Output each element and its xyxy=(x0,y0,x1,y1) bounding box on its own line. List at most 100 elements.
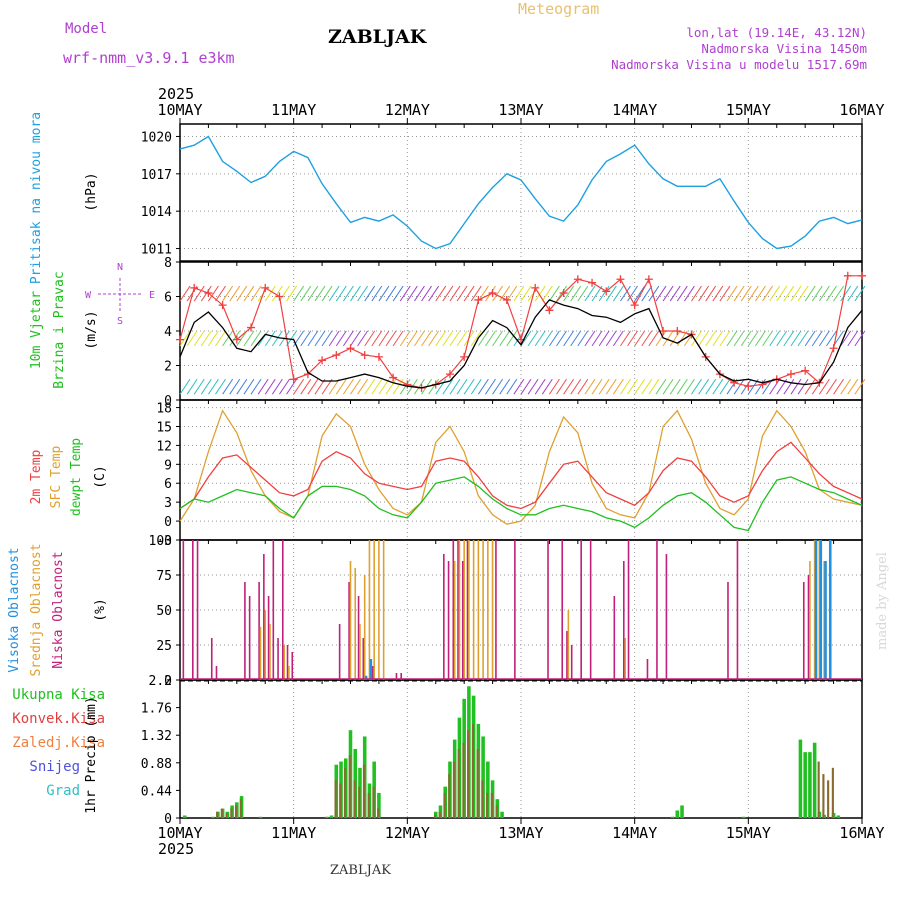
wind-barb xyxy=(854,330,866,347)
wind-barb xyxy=(328,330,340,347)
wind-barb xyxy=(179,285,191,302)
day-label-top: 12MAY xyxy=(385,101,430,119)
y-tick-label: 1020 xyxy=(141,130,172,145)
wind-barb xyxy=(350,285,361,302)
temp2m-title: 2m Temp xyxy=(29,449,44,504)
wind-barb xyxy=(264,378,276,395)
wind-barb xyxy=(840,285,852,302)
wind-barb xyxy=(449,330,461,347)
wind-barb xyxy=(598,285,610,302)
wind-barb xyxy=(541,330,553,347)
gust-marker xyxy=(673,327,682,335)
wind-barb xyxy=(335,285,347,302)
precip-bar-conv xyxy=(817,761,820,818)
wind-barb xyxy=(506,330,518,347)
wind-barb xyxy=(236,285,248,302)
wind-barb xyxy=(655,330,667,347)
wind-barb xyxy=(520,378,532,395)
elevation-label: Nadmorska Visina 1450m xyxy=(701,41,867,56)
wind-barb xyxy=(314,378,326,395)
wind-barb xyxy=(328,285,340,302)
precip-bar-conv xyxy=(235,805,238,818)
wind-barb xyxy=(811,285,823,302)
gust-marker xyxy=(502,295,511,304)
precip-bar-total xyxy=(329,815,334,818)
wind-barb xyxy=(804,330,816,347)
precip-legend-item: Grad xyxy=(46,783,80,799)
wind-barb xyxy=(847,285,859,302)
day-label-bottom: 12MAY xyxy=(385,824,430,842)
wind-barb xyxy=(648,378,660,395)
gust-marker xyxy=(829,344,838,353)
precip-bar-total xyxy=(258,816,263,818)
wind-barb xyxy=(264,330,276,347)
wind-barb xyxy=(833,285,844,302)
gust-marker xyxy=(289,375,298,384)
wind-barb xyxy=(549,330,560,347)
wind-barb xyxy=(584,330,596,347)
wind-barb xyxy=(719,378,731,395)
wind-speed-line xyxy=(179,299,863,389)
wind-barb xyxy=(463,285,475,302)
wind-barb xyxy=(605,378,617,395)
wind-barb xyxy=(598,378,610,395)
gust-marker xyxy=(730,378,739,387)
precip-legend-item: Zaledj.Kisa xyxy=(12,735,105,751)
wind-barb xyxy=(755,378,766,395)
wind-barb xyxy=(222,330,234,347)
precip-bar-conv xyxy=(490,792,493,818)
gust-marker xyxy=(644,275,653,284)
gust-marker xyxy=(275,292,284,301)
wind-barb xyxy=(222,285,234,302)
precip-bar-total xyxy=(325,816,329,818)
precip-bar-total xyxy=(675,810,680,818)
wind-barb xyxy=(477,378,489,395)
pressure-unit: (hPa) xyxy=(84,172,99,211)
precip-bar-conv xyxy=(831,767,834,818)
precip-bar-conv xyxy=(216,811,219,818)
wind-unit: (m/s) xyxy=(84,310,99,349)
wind-barb xyxy=(804,378,816,395)
wind-barb xyxy=(854,378,866,395)
wind-barb xyxy=(705,378,717,395)
y-tick-label: 0.44 xyxy=(141,784,172,799)
wind-barb xyxy=(392,330,404,347)
wind-barb xyxy=(208,378,219,395)
wind-barb xyxy=(371,378,383,395)
gust-marker xyxy=(758,380,767,389)
gust-marker xyxy=(232,335,241,344)
wind-barb xyxy=(300,330,312,347)
precip-bar-conv xyxy=(467,730,470,818)
plot-layer: 101110141017102002468-303691215180255075… xyxy=(141,101,885,842)
wind-barb xyxy=(612,285,624,302)
wind-barb xyxy=(591,378,603,395)
wind-barb xyxy=(335,378,347,395)
wind-barb xyxy=(215,330,226,347)
wind-barb xyxy=(385,330,397,347)
wind-barb xyxy=(783,330,795,347)
wind-barb xyxy=(627,378,638,395)
wind-barb xyxy=(499,378,511,395)
gust-marker xyxy=(744,382,753,391)
wind-barb xyxy=(371,330,383,347)
wind-barb xyxy=(378,378,390,395)
temp-unit: (C) xyxy=(93,465,108,488)
wind-barb xyxy=(250,378,262,395)
precip-bar-conv xyxy=(367,792,370,818)
y-tick-label: 1017 xyxy=(141,168,172,183)
wind-barb xyxy=(612,330,624,347)
day-label-top: 16MAY xyxy=(839,101,884,119)
wind-barb xyxy=(534,378,546,395)
precip-bar-total xyxy=(486,761,490,818)
wind-barb xyxy=(541,378,553,395)
model-name: wrf-nmm_v3.9.1 e3km xyxy=(63,49,235,67)
day-label-bottom: 15MAY xyxy=(726,824,771,842)
precip-bar-total xyxy=(182,815,187,818)
precip-title: 1hr Precip (mm) xyxy=(84,696,99,813)
wind-barb xyxy=(342,285,354,302)
wind-barb xyxy=(271,285,283,302)
wind-barb xyxy=(549,378,560,395)
compass-letter: W xyxy=(85,290,92,301)
compass-rose: N W E S xyxy=(85,262,155,327)
wind-barb xyxy=(328,378,340,395)
